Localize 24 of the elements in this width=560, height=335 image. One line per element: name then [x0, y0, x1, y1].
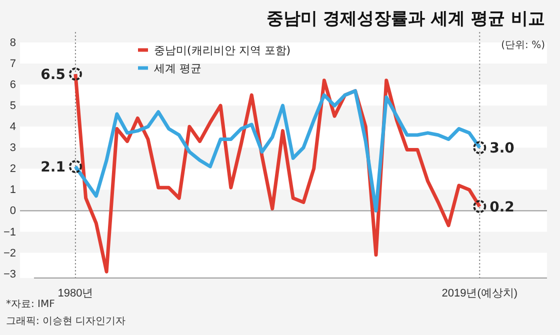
text: (단위: %)	[501, 40, 546, 51]
text: *자료: IMF	[6, 299, 56, 310]
legend-label: 중남미(캐리비안 지역 포함)	[154, 44, 291, 57]
y-tick-label: 0	[10, 205, 16, 218]
y-tick-label: 2	[10, 163, 16, 176]
data-label: 2.1	[40, 160, 66, 176]
y-tick-label: 8	[10, 37, 16, 50]
data-label: 3.0	[490, 140, 515, 157]
y-tick-label: 1	[10, 184, 16, 196]
y-tick-label: 5	[10, 100, 16, 112]
y-tick-label: 4	[10, 121, 16, 134]
x-tick-label: 2019년(예상치)	[442, 287, 518, 300]
y-tick-label: 6	[10, 79, 16, 92]
y-tick-label: −1	[3, 226, 16, 238]
x-tick-label: 1980년	[58, 287, 94, 300]
y-tick-label: −2	[3, 247, 16, 260]
data-label: 0.2	[490, 200, 514, 216]
y-tick-label: 7	[10, 58, 16, 70]
chart-title: 중남미 경제성장률과 세계 평균 비교	[266, 9, 545, 29]
legend-label: 세계 평균	[154, 62, 202, 75]
text: 그래픽: 이승현 디자인기자	[6, 316, 126, 327]
data-label: 6.5	[40, 67, 66, 84]
y-tick-label: 3	[10, 142, 16, 154]
y-tick-label: −3	[3, 268, 16, 280]
